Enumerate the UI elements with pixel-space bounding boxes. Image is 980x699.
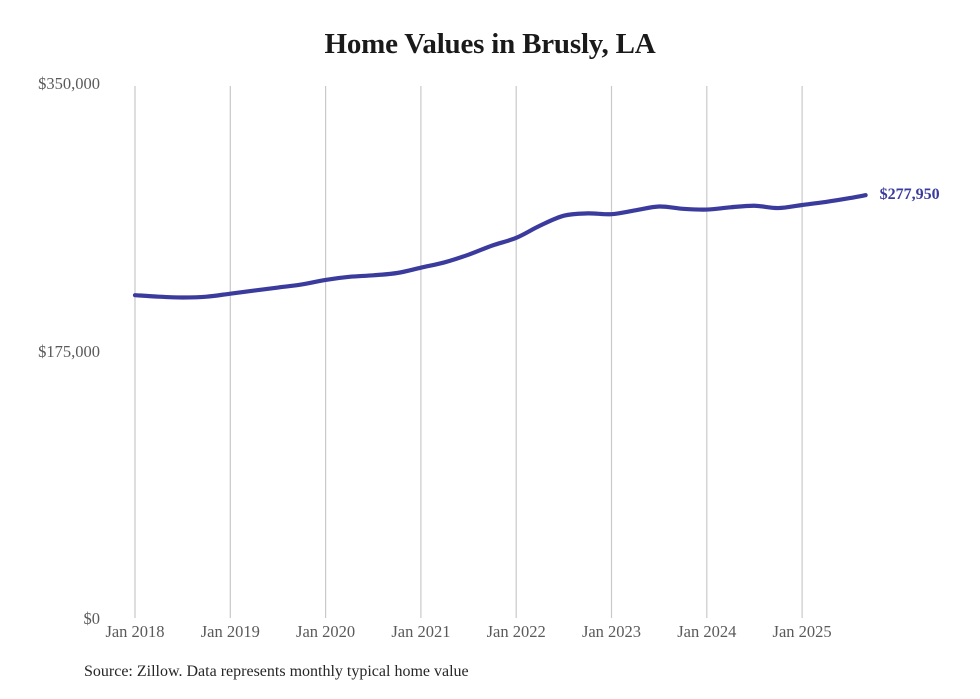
x-tick-label: Jan 2019 [200, 622, 260, 641]
x-tick-label: Jan 2022 [486, 622, 546, 641]
x-tick-label: Jan 2025 [772, 622, 832, 641]
y-tick-label: $175,000 [38, 341, 100, 361]
x-tick-label: Jan 2020 [296, 622, 356, 641]
x-gridlines [134, 86, 803, 618]
endpoint-value-label: $277,950 [879, 186, 940, 204]
chart-title: Home Values in Brusly, LA [324, 28, 656, 60]
y-tick-label: $0 [83, 609, 101, 628]
x-tick-label: Jan 2021 [391, 622, 451, 641]
y-tick-label: $350,000 [38, 74, 100, 93]
home-value-line [132, 193, 868, 300]
source-note: Source: Zillow. Data represents monthly … [84, 663, 469, 680]
x-tick-label: Jan 2024 [677, 622, 737, 641]
x-tick-label: Jan 2018 [105, 622, 165, 641]
x-tick-label: Jan 2023 [581, 622, 642, 641]
